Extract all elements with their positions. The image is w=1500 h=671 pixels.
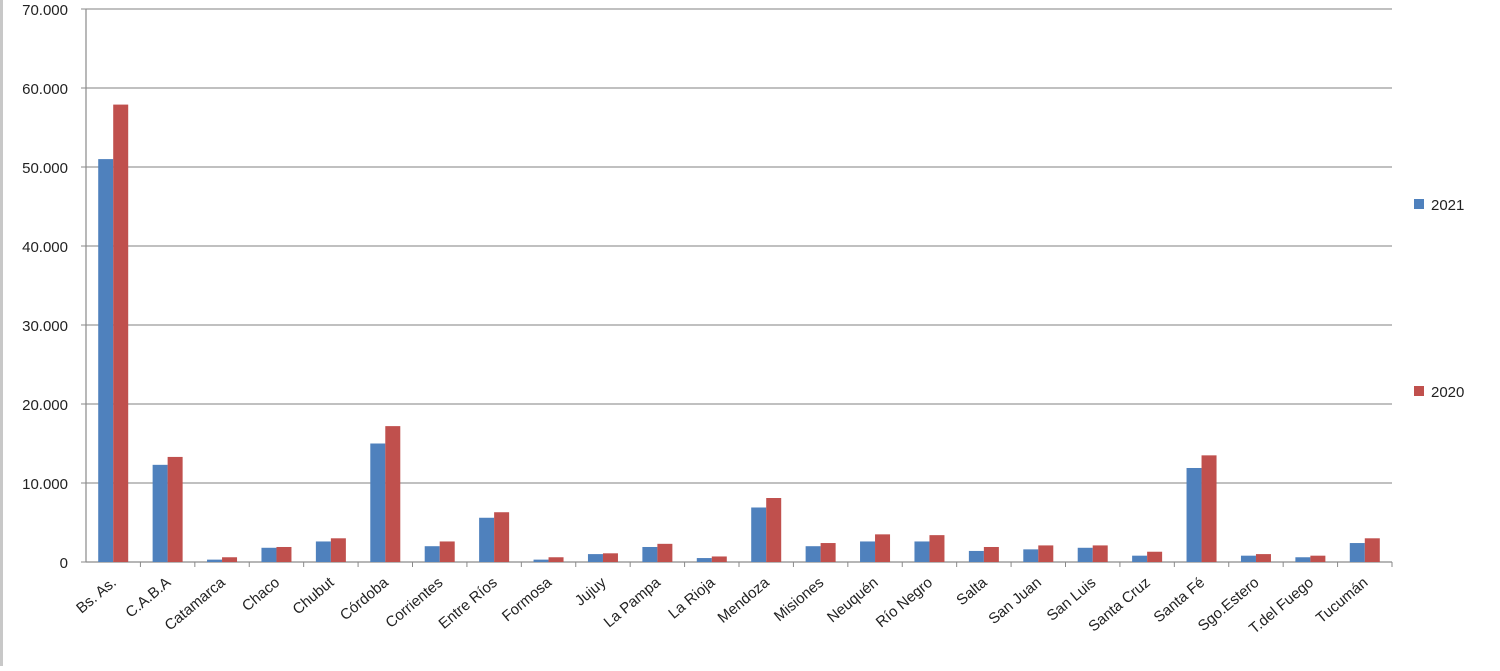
bar-2020 [1038,545,1054,562]
bar-2020 [439,541,455,562]
bar-2021 [1077,547,1093,562]
bar-2020 [657,543,673,562]
y-tick-label: 10.000 [22,476,68,493]
bar-2020 [167,456,183,562]
x-tick-label: Misiones [771,574,827,625]
x-tick-label: La Rioja [665,574,719,623]
bar-2020 [222,557,238,562]
x-tick-label: C.A.B.A [122,574,174,621]
bar-2020 [929,535,945,562]
bar-2020 [385,426,401,562]
bar-2021 [479,517,495,562]
bar-2020 [548,557,564,562]
bar-2021 [696,558,712,562]
bar-2021 [968,550,984,562]
bar-2021 [1186,467,1202,562]
y-tick-label: 70.000 [22,2,68,19]
bar-2020 [330,538,346,562]
bar-2020 [820,543,836,562]
bar-2021 [1240,555,1256,562]
bar-2021 [533,559,549,562]
bar-2020 [1364,538,1380,562]
window-edge [0,0,3,666]
legend-label: 2020 [1431,384,1464,401]
y-tick-label: 0 [60,555,68,572]
bar-2021 [1349,543,1365,562]
bar-2021 [424,546,440,562]
bar-2021 [642,546,658,562]
bar-2021 [914,541,930,562]
legend-label: 2021 [1431,197,1464,214]
y-tick-label: 60.000 [22,81,68,98]
x-tick-label: Catamarca [161,574,229,635]
bar-2021 [98,159,114,562]
bar-2021 [261,547,277,562]
bar-2020 [276,546,292,562]
x-tick-label: Tucumán [1313,574,1371,627]
bar-2020 [494,512,510,562]
bar-2021 [1295,557,1311,562]
legend-swatch-2020 [1414,386,1424,396]
x-tick-label: San Juan [985,574,1044,628]
bar-2020 [1147,551,1163,562]
bar-2020 [1255,554,1271,562]
bar-2020 [1201,455,1217,562]
bar-2021 [587,554,603,562]
x-tick-label: Chaco [239,574,283,615]
x-tick-label: Corrientes [382,574,446,632]
x-tick-label: Salta [953,574,991,609]
bar-2020 [711,556,727,562]
bar-2021 [152,464,168,562]
y-tick-label: 30.000 [22,318,68,335]
bar-2021 [860,541,876,562]
y-tick-label: 50.000 [22,160,68,177]
bar-2021 [1132,555,1148,562]
x-tick-label: Bs. As. [73,574,120,617]
x-tick-label: La Pampa [601,574,665,631]
bar-2021 [1023,549,1039,562]
bar-2020 [766,498,782,562]
x-tick-label: Formosa [499,574,556,625]
bar-2020 [1092,545,1108,562]
x-tick-label: Río Negro [873,574,936,631]
legend-swatch-2021 [1414,199,1424,209]
bar-2020 [1310,555,1326,562]
bar-2020 [113,104,129,562]
bar-2020 [875,534,891,562]
x-tick-label: Entre Ríos [435,574,500,633]
x-tick-label: Mendoza [715,574,774,627]
bar-2021 [805,546,821,562]
bar-2020 [602,553,618,562]
y-tick-label: 40.000 [22,239,68,256]
x-tick-label: Jujuy [572,574,610,610]
bar-2021 [751,507,767,562]
bar-2021 [315,541,331,562]
x-tick-label: Chubut [289,574,338,619]
bar-2021 [207,559,223,562]
bar-2021 [370,443,386,562]
y-tick-label: 20.000 [22,397,68,414]
bar-2020 [983,546,999,562]
